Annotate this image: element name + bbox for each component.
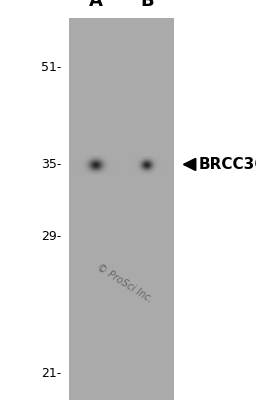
Bar [69,18,174,400]
Text: 29-: 29- [41,230,61,243]
Text: 21-: 21- [41,367,61,380]
Text: B: B [140,0,154,10]
Text: 51-: 51- [41,61,61,74]
Text: 35-: 35- [41,158,61,171]
Text: © ProSci Inc.: © ProSci Inc. [94,262,154,305]
Text: BRCC36: BRCC36 [198,157,256,172]
Text: A: A [89,0,103,10]
